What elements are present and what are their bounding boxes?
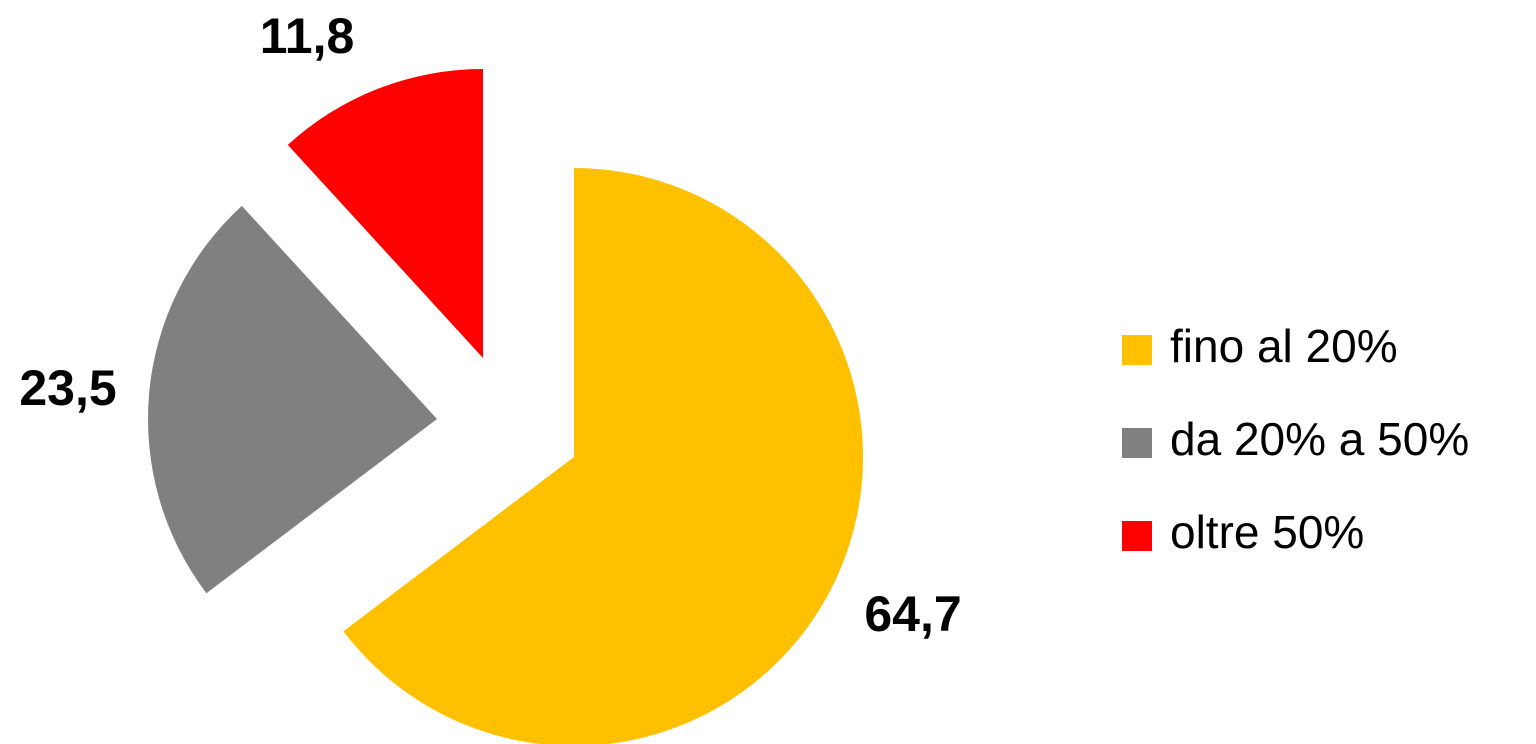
legend-label: oltre 50% [1170,506,1364,558]
data-label: 11,8 [260,8,355,64]
legend-swatch [1122,335,1152,365]
pie-slice [343,168,863,744]
legend-label: fino al 20% [1170,320,1398,372]
pie-slice [147,205,437,594]
pie-slice [287,69,483,358]
legend-swatch [1122,521,1152,551]
legend-label: da 20% a 50% [1170,413,1469,465]
data-label: 64,7 [864,586,961,642]
data-label: 23,5 [19,360,116,416]
legend-swatch [1122,428,1152,458]
